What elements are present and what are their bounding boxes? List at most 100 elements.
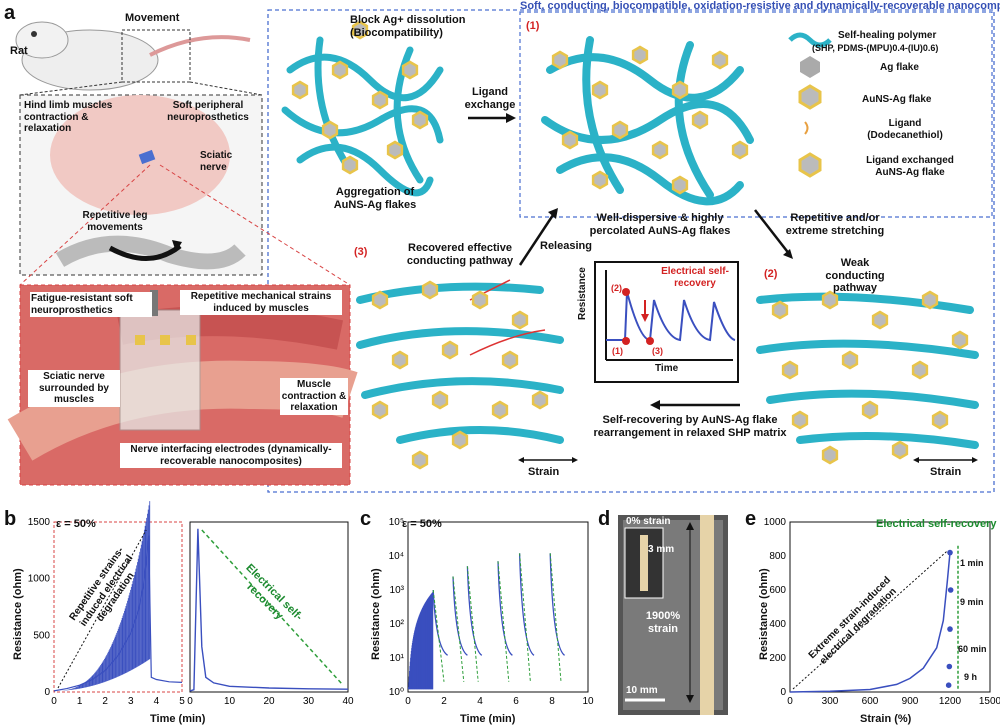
legend-ag-icon [800, 56, 820, 78]
mini-plot-frame [594, 261, 739, 383]
b-xtick: 1 [77, 696, 83, 707]
e-xtick: 600 [862, 696, 879, 707]
flake-marker [431, 390, 449, 410]
e-series [789, 552, 951, 693]
inset-leg [19, 94, 263, 276]
flake-marker [411, 450, 429, 470]
mini-plot-lines [605, 270, 736, 361]
mini-point-3 [646, 337, 654, 345]
mini-label-1: (1) [612, 346, 623, 356]
flake-marker [371, 400, 389, 420]
b-ytick: 0 [44, 687, 50, 698]
c-xtick: 2 [441, 696, 447, 707]
b-ylabel: Resistance (ohm) [12, 568, 24, 660]
flake-marker [511, 310, 529, 330]
e-recovery-point [947, 626, 953, 632]
c-recovery-arrow [452, 576, 465, 682]
flake-marker [711, 50, 729, 70]
d-zero-strain: 0% strain [626, 516, 671, 527]
flake-marker [861, 400, 879, 420]
e-ytick: 1000 [764, 517, 787, 528]
e-time-4: 9 h [964, 672, 978, 682]
legend-ligand: Ligand (Dodecanethiol) [867, 118, 943, 141]
panel-letter-b: b [4, 508, 17, 530]
c-frame [407, 521, 589, 693]
legend-shp: Self-healing polymer [838, 30, 937, 41]
mini-plot-title: Electrical self-recovery [661, 266, 729, 289]
c-xtick: 6 [513, 696, 519, 707]
dispersed-flakes [541, 36, 754, 206]
chart-b-left: 0 500 1000 1500 0 1 2 3 4 5 [28, 501, 185, 707]
legend-exchanged-icon [798, 152, 822, 178]
state-2-label: (2) [764, 268, 778, 280]
self-recovering-label: Self-recovering by AuNS-Ag flake rearran… [593, 414, 787, 439]
e-frame [789, 521, 991, 693]
mini-plot-ylabel: Resistance [577, 267, 588, 320]
d-ten-mm: 10 mm [626, 685, 658, 696]
b-xtick: 4 [154, 696, 160, 707]
d-strain-1900: 1900% strain [645, 610, 681, 635]
fatigue-label: Fatigue-resistant soft neuroprosthetics [30, 292, 152, 317]
flake-marker [611, 120, 629, 140]
e-time-1: 1 min [960, 558, 984, 568]
flake-marker [821, 445, 839, 465]
mini-label-2: (2) [611, 283, 622, 293]
electrodes-label: Nerve interfacing electrodes (dynamicall… [120, 443, 342, 468]
flake-marker [411, 110, 429, 130]
flake-marker [451, 430, 469, 450]
flake-marker [671, 175, 689, 195]
flake-marker [671, 80, 689, 100]
mini-plot-xlabel: Time [655, 363, 679, 374]
flake-marker [341, 155, 359, 175]
hind-limb-label: Hind limb muscles contraction & relaxati… [24, 100, 113, 134]
strain-label-left: Strain [528, 466, 560, 478]
flake-marker [421, 280, 439, 300]
e-time-2: 9 min [960, 597, 984, 607]
e-xtick: 0 [787, 696, 793, 707]
flake-marker [931, 410, 949, 430]
flake-marker [951, 330, 969, 350]
strain-arrows [518, 457, 978, 463]
flake-marker [371, 290, 389, 310]
e-xlabel: Strain (%) [860, 713, 912, 725]
flake-marker [491, 400, 509, 420]
flake-marker [371, 90, 389, 110]
flake-marker [871, 310, 889, 330]
mini-point-2 [622, 288, 630, 296]
flake-marker [651, 140, 669, 160]
e-xtick: 300 [822, 696, 839, 707]
rat-label: Rat [10, 45, 28, 57]
flake-marker [321, 120, 339, 140]
chart-c: 0 2 4 6 8 10 10⁰ 10¹ 10² 10³ 10⁴ 10⁵ [389, 517, 594, 707]
e-ytick: 800 [769, 551, 786, 562]
c-ytick: 10⁵ [389, 517, 404, 528]
flake-marker [691, 110, 709, 130]
ligand-exchange-label: Ligand exchange [464, 86, 516, 111]
flake-marker [386, 140, 404, 160]
panel-letter-a: a [4, 2, 16, 24]
e-recovery-point [945, 682, 952, 688]
e-ylabel: Resistance (ohm) [758, 568, 770, 660]
b-xtick: 40 [342, 696, 354, 707]
releasing-label: Releasing [540, 240, 592, 252]
flake-marker [351, 20, 369, 40]
c-recovery-arrow [432, 589, 445, 682]
c-peak [549, 553, 566, 656]
e-ytick: 600 [769, 585, 786, 596]
b-xtick: 0 [187, 696, 193, 707]
state-3-label: (3) [354, 246, 368, 258]
dissolution-label: Block Ag+ dissolution (Biocompatibility) [350, 14, 466, 39]
flake-marker [921, 290, 939, 310]
b-epsilon: ε = 50% [56, 518, 96, 530]
strains-label: Repetitive mechanical strains induced by… [180, 290, 342, 315]
weak-network [756, 292, 979, 449]
b-right-series [189, 528, 349, 692]
b-ytick: 1500 [28, 517, 51, 528]
e-xtick: 1500 [979, 696, 1000, 707]
flake-marker [501, 350, 519, 370]
panel-d-photo [618, 515, 728, 715]
legend-ligand-icon [804, 121, 809, 135]
e-xtick: 900 [902, 696, 919, 707]
